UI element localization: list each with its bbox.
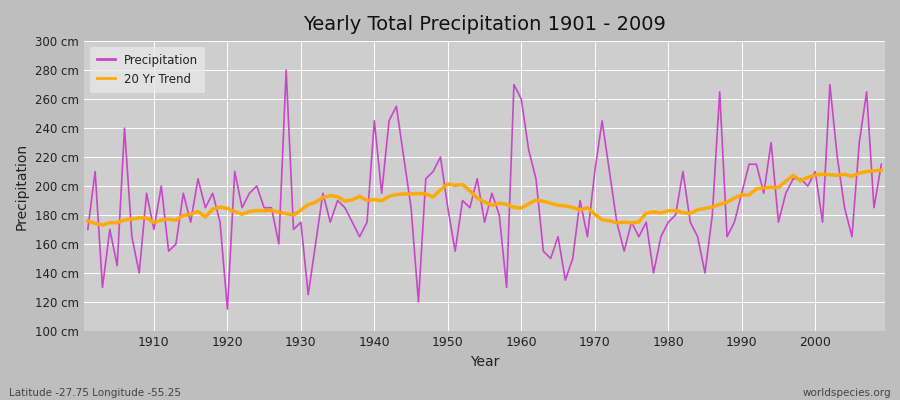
20 Yr Trend (355, 194, 365, 199)
Precipitation (281, 68, 292, 72)
Precipitation (362, 220, 373, 225)
Precipitation (83, 227, 94, 232)
Precipitation (876, 162, 886, 167)
Precipitation (141, 191, 152, 196)
20 Yr Trend (310, 200, 321, 205)
20 Yr Trend (876, 168, 886, 172)
Precipitation (531, 176, 542, 181)
Line: 20 Yr Trend: 20 Yr Trend (88, 170, 881, 225)
Precipitation (523, 147, 534, 152)
Precipitation (318, 191, 328, 196)
Y-axis label: Precipitation: Precipitation (15, 142, 29, 230)
Text: worldspecies.org: worldspecies.org (803, 388, 891, 398)
Precipitation (619, 249, 630, 254)
Title: Yearly Total Precipitation 1901 - 2009: Yearly Total Precipitation 1901 - 2009 (303, 15, 666, 34)
X-axis label: Year: Year (470, 355, 500, 369)
20 Yr Trend (523, 202, 534, 206)
20 Yr Trend (611, 220, 622, 225)
Legend: Precipitation, 20 Yr Trend: Precipitation, 20 Yr Trend (90, 47, 205, 93)
20 Yr Trend (516, 206, 526, 210)
20 Yr Trend (148, 220, 159, 225)
20 Yr Trend (83, 218, 94, 223)
20 Yr Trend (97, 223, 108, 228)
Text: Latitude -27.75 Longitude -55.25: Latitude -27.75 Longitude -55.25 (9, 388, 181, 398)
Precipitation (222, 307, 233, 312)
Line: Precipitation: Precipitation (88, 70, 881, 309)
